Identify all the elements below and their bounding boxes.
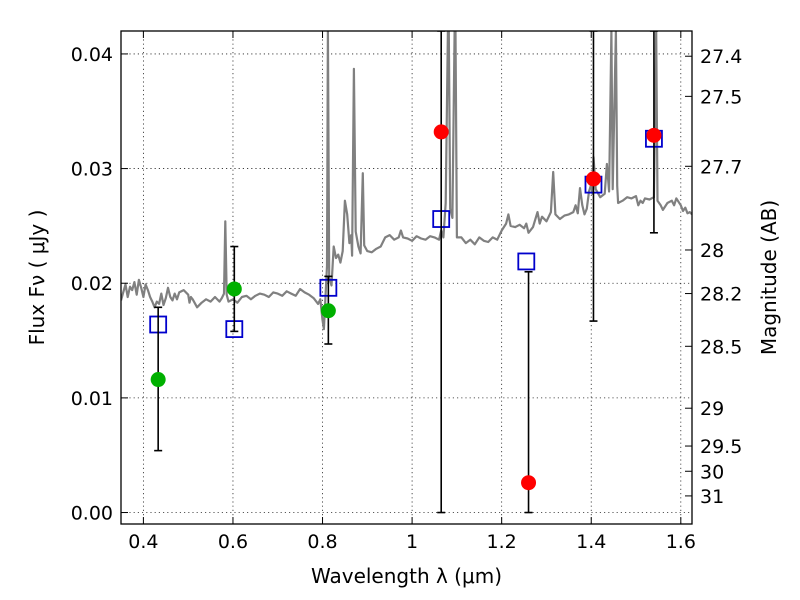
- right-tick-label: 29: [700, 398, 724, 420]
- tick-labels: 0.4 0.6 0.8 1 1.2 1.4 1.6 0.00 0.01 0.02 0.03 0.04 2…: [71, 44, 743, 553]
- observed-flux-point: [320, 303, 336, 319]
- right-tick-label: 28.5: [700, 336, 742, 358]
- axis-ticks: [121, 31, 692, 524]
- y-tick-label: 0.03: [71, 159, 113, 181]
- y-tick-label: 0.02: [71, 273, 113, 295]
- model-square-point: [517, 252, 536, 271]
- plot-area: [121, 31, 692, 514]
- x-tick-label: 1.6: [666, 531, 696, 553]
- x-tick-label: 0.6: [218, 531, 248, 553]
- right-tick-label: 28.2: [700, 284, 742, 306]
- x-axis-title: Wavelength λ (μm): [311, 564, 502, 588]
- right-tick-label: 28: [700, 240, 724, 262]
- right-tick-label: 29.5: [700, 436, 742, 458]
- plot-frame: [120, 30, 693, 525]
- spectrum-line: [121, 31, 692, 331]
- observed-flux-point: [646, 127, 662, 143]
- x-tick-label: 1.2: [487, 531, 517, 553]
- observed-flux-point: [433, 124, 449, 140]
- y-tick-label: 0.00: [71, 503, 113, 525]
- x-tick-label: 0.8: [307, 531, 337, 553]
- observed-flux-point: [150, 372, 166, 388]
- observed-flux-point: [585, 171, 601, 187]
- y-axis-title: Flux Fν ( μJy ): [25, 210, 49, 346]
- right-tick-label: 31: [700, 486, 724, 508]
- observed-flux-point: [521, 475, 537, 491]
- x-tick-label: 0.4: [128, 531, 158, 553]
- grid: [121, 31, 692, 524]
- observed-flux-point: [226, 281, 242, 297]
- x-tick-label: 1: [406, 531, 418, 553]
- right-tick-label: 30: [700, 461, 724, 483]
- right-tick-label: 27.5: [700, 86, 742, 108]
- right-axis-title: Magnitude (AB): [757, 200, 781, 355]
- right-tick-label: 27.7: [700, 156, 742, 178]
- right-tick-label: 27.4: [700, 46, 742, 68]
- y-tick-label: 0.01: [71, 388, 113, 410]
- y-tick-label: 0.04: [71, 44, 113, 66]
- x-tick-label: 1.4: [576, 531, 606, 553]
